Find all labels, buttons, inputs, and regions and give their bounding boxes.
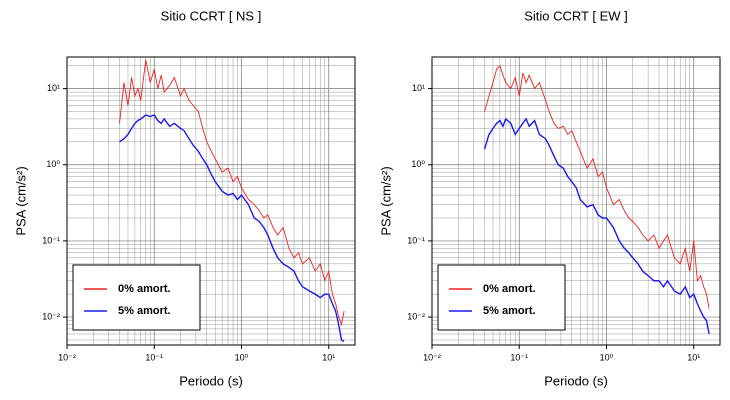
y-tick-label: 10⁰ — [411, 159, 425, 169]
y-axis-label: PSA (cm/s²) — [13, 166, 28, 235]
panel: Sitio CCRT [ NS ] Periodo (s) PSA (cm/s²) 1… — [13, 8, 356, 388]
y-tick-label: 10⁻² — [407, 311, 425, 321]
series-line — [483, 117, 710, 335]
series-line — [119, 114, 345, 342]
y-tick-label: 10¹ — [47, 83, 60, 93]
x-tick-label: 10⁰ — [600, 352, 614, 362]
y-tick-label: 10⁰ — [46, 159, 60, 169]
legend-label: 0% amort. — [118, 283, 171, 295]
x-tick-label: 10⁻¹ — [145, 352, 163, 362]
x-axis-label: Periodo (s) — [179, 373, 243, 388]
series-line — [119, 59, 345, 327]
chart-title: Sitio CCRT [ EW ] — [524, 8, 628, 23]
x-axis-label: Periodo (s) — [544, 373, 608, 388]
legend-box — [437, 264, 566, 331]
panel: Sitio CCRT [ EW ] Periodo (s) PSA (cm/s²) 1… — [378, 8, 721, 388]
series-line — [484, 64, 710, 309]
y-tick-label: 10¹ — [412, 83, 425, 93]
y-axis-label: PSA (cm/s²) — [378, 166, 393, 235]
legend-label: 0% amort. — [483, 283, 536, 295]
x-tick-label: 10¹ — [322, 352, 335, 362]
y-tick-label: 10⁻¹ — [42, 235, 60, 245]
x-tick-label: 10⁰ — [235, 352, 249, 362]
x-tick-label: 10¹ — [687, 352, 700, 362]
x-tick-label: 10⁻² — [423, 352, 441, 362]
y-tick-label: 10⁻² — [42, 311, 60, 321]
x-tick-label: 10⁻¹ — [510, 352, 528, 362]
legend-label: 5% amort. — [118, 305, 171, 317]
chart-title: Sitio CCRT [ NS ] — [161, 8, 262, 23]
plot-frame — [66, 56, 356, 346]
x-tick-label: 10⁻² — [58, 352, 76, 362]
legend-box — [72, 264, 201, 331]
y-tick-label: 10⁻¹ — [407, 235, 425, 245]
legend-label: 5% amort. — [483, 305, 536, 317]
plot-frame — [431, 56, 721, 346]
